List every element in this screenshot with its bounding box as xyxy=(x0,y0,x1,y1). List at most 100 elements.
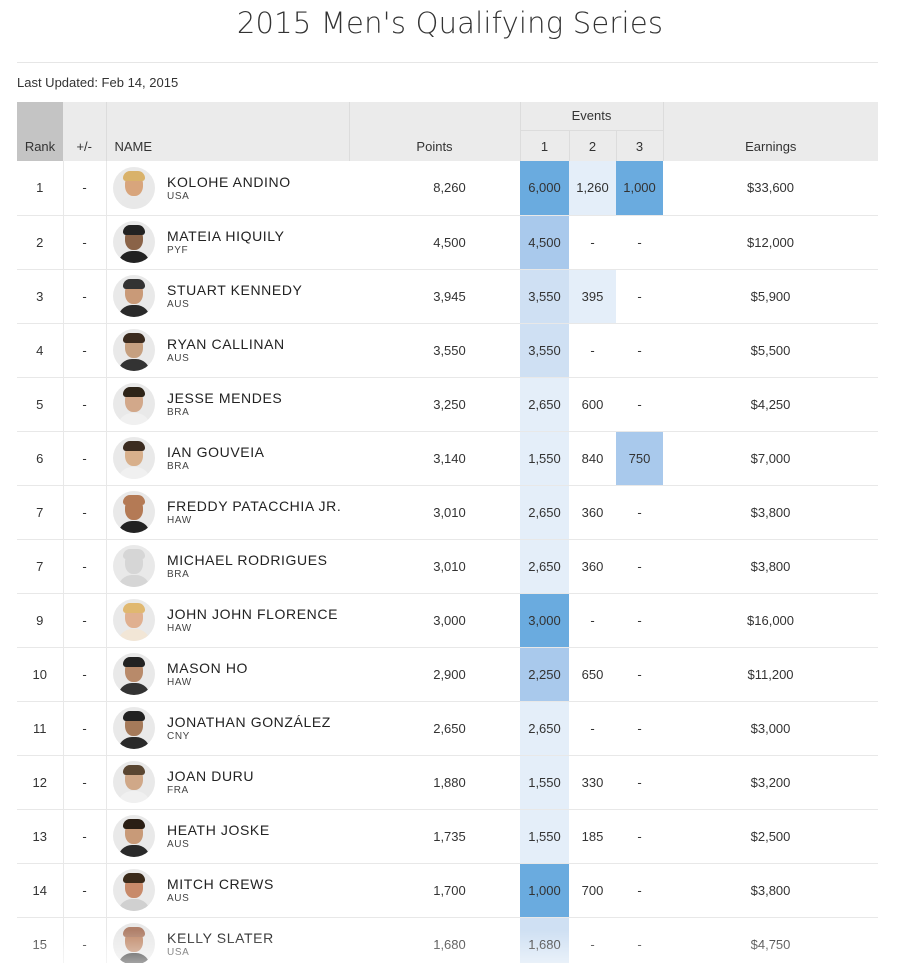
surfer-country: CNY xyxy=(167,731,190,742)
header-event-1[interactable]: 1 xyxy=(520,130,570,161)
surfer-name[interactable]: JOHN JOHN FLORENCE xyxy=(167,606,339,622)
surfer-photo-icon[interactable] xyxy=(112,653,155,695)
photo-cell xyxy=(106,215,165,270)
surfer-name[interactable]: STUART KENNEDY xyxy=(167,282,303,298)
surfer-country: AUS xyxy=(167,353,190,364)
surfer-name[interactable]: KELLY SLATER xyxy=(167,930,274,946)
name-cell[interactable]: MITCH CREWS AUS xyxy=(165,863,349,918)
name-cell[interactable]: KELLY SLATER USA xyxy=(165,917,349,963)
table-row[interactable]: 11- JONATHAN GONZÁLEZ CNY 2,650 2,650- - $3,00… xyxy=(17,701,879,756)
header-earnings[interactable]: Earnings xyxy=(663,102,879,161)
surfer-photo-icon[interactable] xyxy=(112,221,155,263)
surfer-photo-icon[interactable] xyxy=(112,761,155,803)
earnings-cell: $4,750 xyxy=(663,917,879,963)
header-name[interactable]: NAME xyxy=(106,102,350,161)
surfer-name[interactable]: HEATH JOSKE xyxy=(167,822,270,838)
surfer-name[interactable]: JONATHAN GONZÁLEZ xyxy=(167,714,331,730)
name-cell[interactable]: MASON HO HAW xyxy=(165,647,349,702)
table-row[interactable]: 2- MATEIA HIQUILY PYF 4,500 4,500- - $12,000 xyxy=(17,215,879,270)
points-cell: 3,550 xyxy=(349,323,520,378)
event-2-cell: 360 xyxy=(569,485,616,540)
event-3-cell: - xyxy=(616,863,664,918)
photo-cell xyxy=(106,863,165,918)
name-cell[interactable]: JOHN JOHN FLORENCE HAW xyxy=(165,593,349,648)
event-2-cell: 395 xyxy=(569,269,616,324)
earnings-cell: $33,600 xyxy=(663,161,879,216)
surfer-photo-icon[interactable] xyxy=(112,329,155,371)
table-row[interactable]: 5- JESSE MENDES BRA 3,250 2,650 600- $4,250 xyxy=(17,377,879,432)
name-cell[interactable]: JONATHAN GONZÁLEZ CNY xyxy=(165,701,349,756)
rank-change-cell: - xyxy=(63,917,107,963)
earnings-cell: $12,000 xyxy=(663,215,879,270)
rank-change-cell: - xyxy=(63,269,107,324)
header-rank[interactable]: Rank xyxy=(17,102,63,161)
surfer-name[interactable]: IAN GOUVEIA xyxy=(167,444,265,460)
event-3-cell: - xyxy=(616,647,664,702)
table-row[interactable]: 7- FREDDY PATACCHIA JR. HAW 3,010 2,650 360- $… xyxy=(17,485,879,540)
event-2-cell: - xyxy=(569,917,616,963)
name-cell[interactable]: MATEIA HIQUILY PYF xyxy=(165,215,349,270)
name-cell[interactable]: RYAN CALLINAN AUS xyxy=(165,323,349,378)
table-row[interactable]: 9- JOHN JOHN FLORENCE HAW 3,000 3,000- - $16,0… xyxy=(17,593,879,648)
name-cell[interactable]: JOAN DURU FRA xyxy=(165,755,349,810)
earnings-cell: $3,800 xyxy=(663,863,879,918)
table-row[interactable]: 15- KELLY SLATER USA 1,680 1,680- - $4,750 xyxy=(17,917,879,963)
earnings-cell: $2,500 xyxy=(663,809,879,864)
table-row[interactable]: 7- MICHAEL RODRIGUES BRA 3,010 2,650 360- $3,8… xyxy=(17,539,879,594)
surfer-country: HAW xyxy=(167,677,192,688)
surfer-name[interactable]: JESSE MENDES xyxy=(167,390,283,406)
surfer-name[interactable]: MICHAEL RODRIGUES xyxy=(167,552,328,568)
earnings-cell: $5,900 xyxy=(663,269,879,324)
rank-change-cell: - xyxy=(63,539,107,594)
table-row[interactable]: 13- HEATH JOSKE AUS 1,735 1,550 185- $2,500 xyxy=(17,809,879,864)
name-cell[interactable]: FREDDY PATACCHIA JR. HAW xyxy=(165,485,349,540)
surfer-name[interactable]: FREDDY PATACCHIA JR. xyxy=(167,498,342,514)
surfer-name[interactable]: JOAN DURU xyxy=(167,768,255,784)
table-row[interactable]: 1- KOLOHE ANDINO USA 8,260 6,000 1,260 1,000 $3… xyxy=(17,161,879,216)
surfer-name[interactable]: MATEIA HIQUILY xyxy=(167,228,285,244)
name-cell[interactable]: KOLOHE ANDINO USA xyxy=(165,161,349,216)
name-cell[interactable]: HEATH JOSKE AUS xyxy=(165,809,349,864)
rank-cell: 7 xyxy=(17,539,64,594)
header-plus-minus[interactable]: +/- xyxy=(63,102,107,161)
rank-change-cell: - xyxy=(63,215,107,270)
rank-cell: 2 xyxy=(17,215,64,270)
event-1-cell: 2,650 xyxy=(520,377,569,432)
surfer-photo-icon[interactable] xyxy=(112,599,155,641)
surfer-photo-icon[interactable] xyxy=(112,815,155,857)
surfer-photo-icon[interactable] xyxy=(112,869,155,911)
table-row[interactable]: 4- RYAN CALLINAN AUS 3,550 3,550- - $5,500 xyxy=(17,323,879,378)
surfer-name[interactable]: MITCH CREWS xyxy=(167,876,274,892)
surfer-photo-icon[interactable] xyxy=(112,923,155,963)
name-cell[interactable]: MICHAEL RODRIGUES BRA xyxy=(165,539,349,594)
table-row[interactable]: 14- MITCH CREWS AUS 1,700 1,000 700- $3,800 xyxy=(17,863,879,918)
table-row[interactable]: 10- MASON HO HAW 2,900 2,250 650- $11,200 xyxy=(17,647,879,702)
rank-change-cell: - xyxy=(63,323,107,378)
surfer-name[interactable]: KOLOHE ANDINO xyxy=(167,173,291,190)
last-updated-label: Last Updated: Feb 14, 2015 xyxy=(17,75,179,90)
surfer-photo-icon[interactable] xyxy=(112,275,155,317)
surfer-photo-icon[interactable] xyxy=(112,437,155,479)
event-1-cell: 1,680 xyxy=(520,917,569,963)
name-cell[interactable]: JESSE MENDES BRA xyxy=(165,377,349,432)
table-row[interactable]: 6- IAN GOUVEIA BRA 3,140 1,550 840 750 $7,000 xyxy=(17,431,879,486)
header-points[interactable]: Points xyxy=(349,102,521,161)
name-cell[interactable]: IAN GOUVEIA BRA xyxy=(165,431,349,486)
table-row[interactable]: 3- STUART KENNEDY AUS 3,945 3,550 395- $5,900 xyxy=(17,269,879,324)
surfer-name[interactable]: MASON HO xyxy=(167,660,249,676)
surfer-photo-icon[interactable] xyxy=(112,491,155,533)
event-2-cell: 1,260 xyxy=(569,161,616,216)
surfer-name[interactable]: RYAN CALLINAN xyxy=(167,336,285,352)
surfer-photo-icon[interactable] xyxy=(112,383,155,425)
placeholder-avatar-icon[interactable] xyxy=(112,545,155,587)
header-event-3[interactable]: 3 xyxy=(616,130,664,161)
surfer-photo-icon[interactable] xyxy=(112,707,155,749)
photo-cell xyxy=(106,755,165,810)
points-cell: 3,140 xyxy=(349,431,520,486)
event-2-cell: 840 xyxy=(569,431,616,486)
table-row[interactable]: 12- JOAN DURU FRA 1,880 1,550 330- $3,200 xyxy=(17,755,879,810)
header-event-2[interactable]: 2 xyxy=(569,130,617,161)
surfer-photo-icon[interactable] xyxy=(112,166,155,209)
name-cell[interactable]: STUART KENNEDY AUS xyxy=(165,269,349,324)
event-3-cell: - xyxy=(616,539,664,594)
